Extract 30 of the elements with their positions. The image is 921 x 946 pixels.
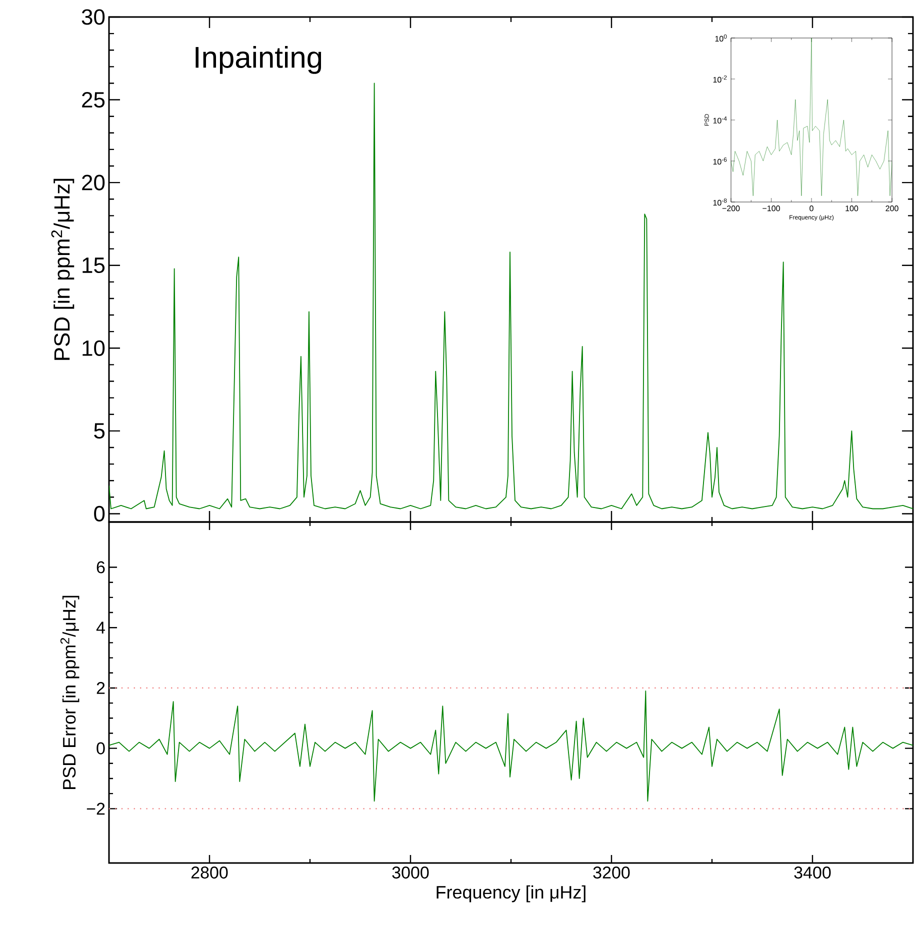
y-tick-label: 10$^{-8}$ <box>713 198 727 206</box>
x-axis-title: Frequency [in μHz] <box>436 885 586 902</box>
y-tick-label: 4 <box>96 622 105 634</box>
y-tick-label: 20 <box>82 174 105 190</box>
y-tick-label: 10$^{-2}$ <box>713 75 727 83</box>
y-axis-title: PSD [in ppm$^{2}$/μHz] <box>51 178 74 360</box>
y-axis-title: PSD Error [in ppm$^{2}$/μHz] <box>60 596 80 789</box>
y-tick-label: 30 <box>82 9 105 25</box>
y-tick-label: 0 <box>96 742 105 754</box>
y-tick-label: 0 <box>94 506 105 522</box>
x-tick-label: −200 <box>722 206 740 212</box>
y-tick-label: 25 <box>82 92 105 108</box>
x-tick-label: 3000 <box>392 866 429 879</box>
annotation: Inpainting <box>196 46 322 74</box>
y-tick-label: −2 <box>86 802 105 815</box>
x-tick-label: 2800 <box>191 866 228 879</box>
x-tick-label: 3200 <box>593 866 630 879</box>
x-tick-label: 200 <box>886 206 898 212</box>
y-tick-label: 10$^{-6}$ <box>713 157 727 165</box>
y-tick-label: 15 <box>82 258 105 274</box>
x-tick-label: −100 <box>762 206 780 212</box>
y-tick-label: 6 <box>96 561 105 574</box>
x-tick-label: 0 <box>810 206 814 212</box>
y-tick-label: 10$^{0}$ <box>715 34 727 42</box>
x-tick-label: 100 <box>846 206 858 212</box>
y-tick-label: 10$^{-4}$ <box>713 116 727 124</box>
y-tick-label: 10 <box>82 340 105 356</box>
y-tick-label: 2 <box>96 682 105 694</box>
x-tick-label: 3400 <box>794 866 831 879</box>
y-tick-label: 5 <box>94 423 105 439</box>
